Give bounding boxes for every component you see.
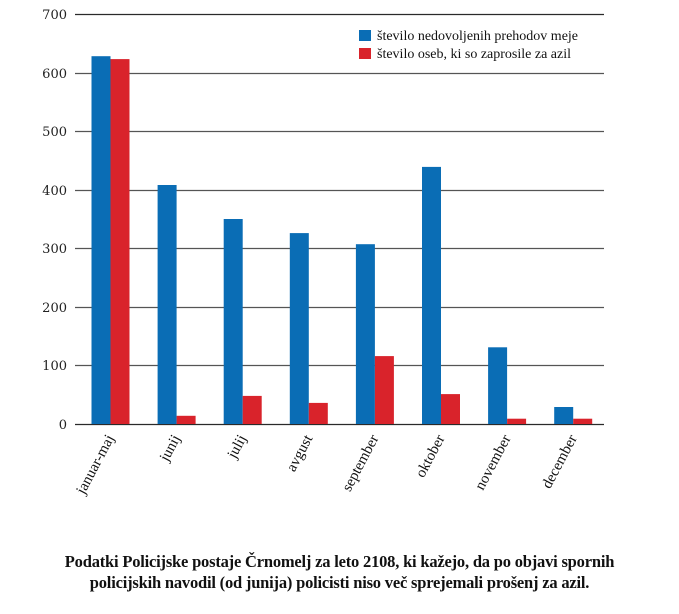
bar-border-crossings-september bbox=[355, 244, 375, 424]
bar-asylum-requests-december bbox=[573, 418, 593, 424]
y-tick-label: 0 bbox=[59, 418, 67, 433]
bar-asylum-requests-januar-maj bbox=[110, 59, 130, 424]
caption-line-2: policijskih navodil (od junija) policist… bbox=[89, 573, 590, 592]
bar-asylum-requests-avgust bbox=[308, 402, 328, 424]
bar-border-crossings-oktober bbox=[422, 166, 441, 424]
x-tick-label: november bbox=[472, 432, 514, 492]
x-axis-labels: januar-maj junij julij avgust september oktob… bbox=[73, 432, 581, 498]
legend-swatch-red bbox=[359, 48, 371, 59]
bar-chart: 0 100 200 300 400 500 600 700 januar-maj junij ju… bbox=[42, 8, 604, 498]
bar-border-crossings-julij bbox=[223, 219, 243, 424]
x-tick-label: december bbox=[539, 432, 580, 491]
y-tick-label: 500 bbox=[42, 125, 67, 140]
bar-asylum-requests-julij bbox=[242, 395, 262, 424]
y-tick-label: 200 bbox=[42, 301, 67, 316]
legend-label-asylum-requests: število oseb, ki so zaprosile za azil bbox=[377, 47, 571, 62]
y-tick-label: 400 bbox=[42, 184, 67, 199]
x-tick-label: oktober bbox=[413, 432, 449, 480]
legend: število nedovoljenih prehodov meje števi… bbox=[359, 29, 578, 62]
bar-asylum-requests-oktober bbox=[441, 394, 460, 424]
legend-label-border-crossings: število nedovoljenih prehodov meje bbox=[377, 29, 578, 44]
caption-line-1: Podatki Policijske postaje Črnomelj za l… bbox=[64, 552, 615, 571]
gridlines bbox=[75, 13, 604, 426]
y-axis-ticks: 0 100 200 300 400 500 600 700 bbox=[42, 8, 67, 433]
y-tick-label: 300 bbox=[42, 242, 67, 257]
legend-swatch-blue bbox=[359, 30, 371, 41]
bar-border-crossings-januar-maj bbox=[91, 56, 111, 424]
chart-caption: Podatki Policijske postaje Črnomelj za l… bbox=[0, 551, 679, 593]
x-tick-label: januar-maj bbox=[73, 432, 118, 497]
y-tick-label: 100 bbox=[42, 359, 67, 374]
y-tick-label: 600 bbox=[42, 67, 67, 82]
y-tick-label: 700 bbox=[42, 8, 67, 23]
bar-border-crossings-december bbox=[554, 407, 574, 424]
bar-border-crossings-avgust bbox=[289, 233, 309, 424]
bar-asylum-requests-september bbox=[374, 356, 394, 424]
x-tick-label: julij bbox=[224, 432, 250, 462]
bar-asylum-requests-junij bbox=[176, 415, 196, 424]
x-tick-label: september bbox=[339, 432, 382, 494]
bar-border-crossings-junij bbox=[157, 185, 177, 424]
x-tick-label: junij bbox=[157, 432, 185, 465]
x-tick-label: avgust bbox=[284, 432, 317, 475]
bars bbox=[91, 56, 593, 424]
bar-border-crossings-november bbox=[488, 347, 508, 424]
bar-asylum-requests-november bbox=[507, 418, 527, 424]
